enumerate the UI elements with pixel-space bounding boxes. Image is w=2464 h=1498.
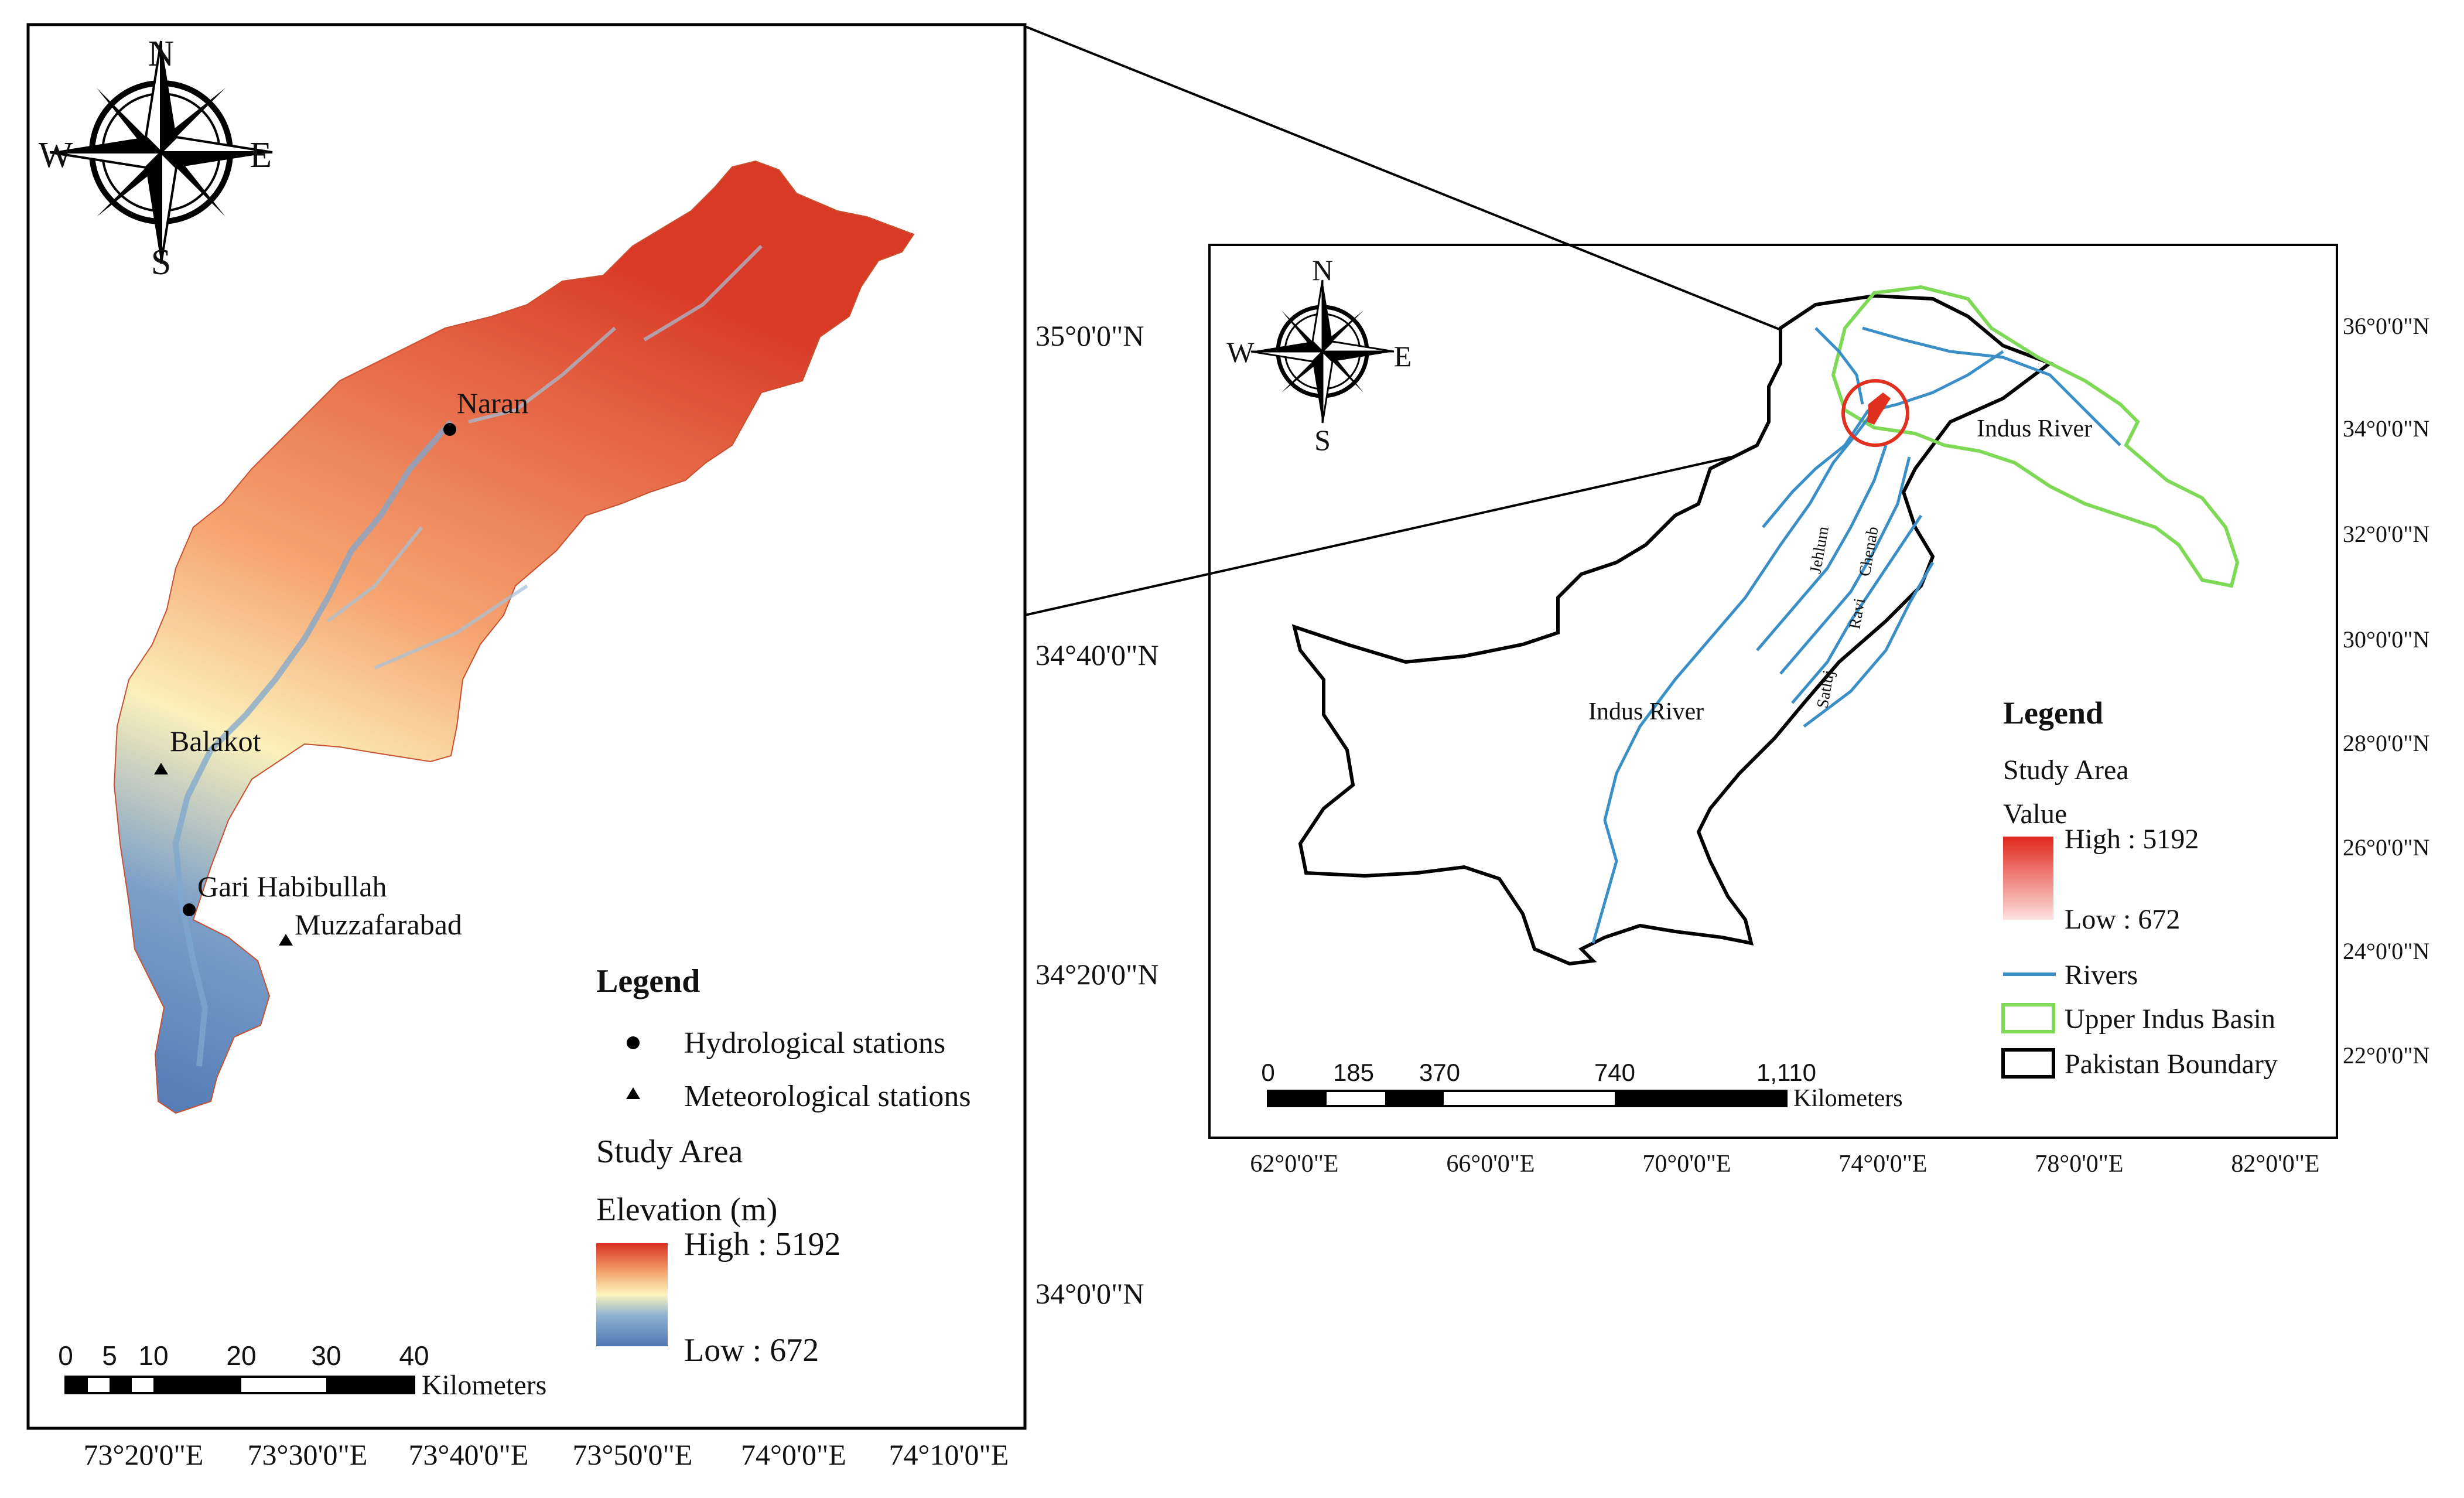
pakistan-boundary xyxy=(1291,294,2054,966)
left-lon-label-3: 73°40'0"E xyxy=(409,1438,529,1471)
right-lat-label-2: 34°0'0"N xyxy=(2343,415,2429,442)
station-gari-habibullah-label: Gari Habibullah xyxy=(197,870,387,903)
legend-meteo-icon xyxy=(626,1087,640,1099)
right-map-frame xyxy=(1208,244,2338,1139)
station-naran-label: Naran xyxy=(457,387,528,419)
right-lat-label-5: 28°0'0"N xyxy=(2343,730,2429,756)
legend-elevation-low: Low : 672 xyxy=(684,1332,819,1369)
legend-hydro-icon xyxy=(627,1036,640,1049)
left-compass-icon xyxy=(49,40,273,264)
legend-boundary-icon xyxy=(2001,1048,2055,1079)
right-lon-label-1: 62°0'0"E xyxy=(1250,1151,1338,1178)
left-scale-tick-2: 10 xyxy=(138,1340,168,1371)
station-naran-marker xyxy=(443,423,456,436)
right-compass-e: E xyxy=(1394,340,1412,373)
zoom-connector-top xyxy=(1024,25,1857,361)
river-label-indus-lower: Indus River xyxy=(1588,698,1704,725)
right-compass-w: W xyxy=(1226,336,1255,368)
legend-elevation-high: High : 5192 xyxy=(684,1226,841,1262)
right-legend-study-area: Study Area xyxy=(2003,755,2129,786)
study-area-river-branch xyxy=(327,244,763,670)
right-lon-label-6: 82°0'0"E xyxy=(2231,1151,2319,1178)
right-compass-icon xyxy=(1250,279,1395,424)
left-scale-tick-0: 0 xyxy=(58,1340,73,1371)
right-lat-label-1: 36°0'0"N xyxy=(2343,313,2429,339)
right-lat-label-3: 32°0'0"N xyxy=(2343,521,2429,547)
left-scale-unit: Kilometers xyxy=(422,1370,546,1401)
left-lon-label-2: 73°30'0"E xyxy=(248,1438,368,1471)
left-compass-e: E xyxy=(250,135,272,175)
legend-meteo-label: Meteorological stations xyxy=(684,1080,971,1113)
right-compass-n: N xyxy=(1312,254,1333,286)
study-area-locator-circle xyxy=(1841,379,1909,447)
right-scale-tick-2: 370 xyxy=(1419,1059,1460,1086)
right-legend-boundary: Pakistan Boundary xyxy=(2065,1049,2278,1080)
legend-uib-icon xyxy=(2001,1003,2055,1033)
station-gari-habibullah-marker xyxy=(183,903,196,916)
right-lat-label-6: 26°0'0"N xyxy=(2343,834,2429,861)
left-scale-bar xyxy=(64,1376,415,1394)
left-scale-tick-4: 30 xyxy=(311,1340,341,1371)
left-scale-tick-1: 5 xyxy=(102,1340,117,1371)
upper-indus-basin xyxy=(1831,285,2240,588)
right-lon-label-3: 70°0'0"E xyxy=(1642,1151,1731,1178)
left-lon-label-6: 74°10'0"E xyxy=(889,1438,1009,1471)
right-compass-s: S xyxy=(1314,424,1331,456)
left-lon-label-1: 73°20'0"E xyxy=(84,1438,204,1471)
left-lat-label-1: 35°0'0"N xyxy=(1036,319,1144,352)
right-legend-rivers: Rivers xyxy=(2065,960,2138,991)
right-lat-label-4: 30°0'0"N xyxy=(2343,626,2429,653)
legend-hydro-label: Hydrological stations xyxy=(684,1026,945,1060)
station-muzzafarabad-label: Muzzafarabad xyxy=(295,908,462,941)
left-compass-s: S xyxy=(151,243,171,282)
legend-elevation: Elevation (m) xyxy=(596,1192,777,1228)
right-scale-unit: Kilometers xyxy=(1793,1085,1903,1112)
right-scale-tick-4: 1,110 xyxy=(1756,1059,1816,1086)
left-lat-label-4: 34°0'0"N xyxy=(1036,1277,1144,1310)
right-lon-label-2: 66°0'0"E xyxy=(1446,1151,1535,1178)
station-muzzafarabad-marker xyxy=(279,934,293,946)
left-lon-label-4: 73°50'0"E xyxy=(573,1438,693,1471)
right-map: N S E W Indus River Indus River Jehlum C… xyxy=(1208,244,2429,1178)
left-scale-tick-3: 20 xyxy=(226,1340,256,1371)
rivers-network xyxy=(1591,326,2121,944)
right-scale-bar xyxy=(1267,1090,1788,1107)
left-compass-w: W xyxy=(39,135,73,175)
right-lon-label-4: 74°0'0"E xyxy=(1838,1151,1927,1178)
right-scale-tick-3: 740 xyxy=(1594,1059,1635,1086)
study-area-basin xyxy=(113,160,915,1114)
station-balakot-label: Balakot xyxy=(170,725,261,757)
right-scale-tick-0: 0 xyxy=(1261,1059,1274,1086)
right-legend-title: Legend xyxy=(2003,695,2103,731)
right-legend-low: Low : 672 xyxy=(2065,904,2180,935)
left-scale-tick-5: 40 xyxy=(399,1340,429,1371)
study-area-river-network xyxy=(172,419,453,1067)
left-lon-label-5: 74°0'0"E xyxy=(741,1438,846,1471)
left-map: N S E W Naran Balakot Gari Habibullah Mu… xyxy=(26,23,1159,1471)
left-compass-n: N xyxy=(148,34,175,74)
right-legend-value: Value xyxy=(2003,799,2067,830)
right-legend-high: High : 5192 xyxy=(2065,824,2199,855)
legend-study-area: Study Area xyxy=(596,1134,743,1170)
right-lon-label-5: 78°0'0"E xyxy=(2035,1151,2123,1178)
right-legend-value-ramp xyxy=(2003,837,2053,920)
study-area-locator-shape xyxy=(1867,393,1891,425)
river-label-indus-upper: Indus River xyxy=(1977,415,2092,442)
left-lat-label-2: 34°40'0"N xyxy=(1036,639,1159,671)
station-balakot-marker xyxy=(154,763,168,774)
left-legend-title: Legend xyxy=(596,963,700,999)
right-legend-uib: Upper Indus Basin xyxy=(2065,1004,2275,1035)
right-lat-label-8: 22°0'0"N xyxy=(2343,1042,2429,1069)
left-lat-label-3: 34°20'0"N xyxy=(1036,958,1159,991)
right-scale-tick-1: 185 xyxy=(1333,1059,1374,1086)
legend-elevation-ramp xyxy=(596,1243,668,1346)
right-lat-label-7: 24°0'0"N xyxy=(2343,938,2429,964)
zoom-connector-bottom xyxy=(1024,426,1863,616)
